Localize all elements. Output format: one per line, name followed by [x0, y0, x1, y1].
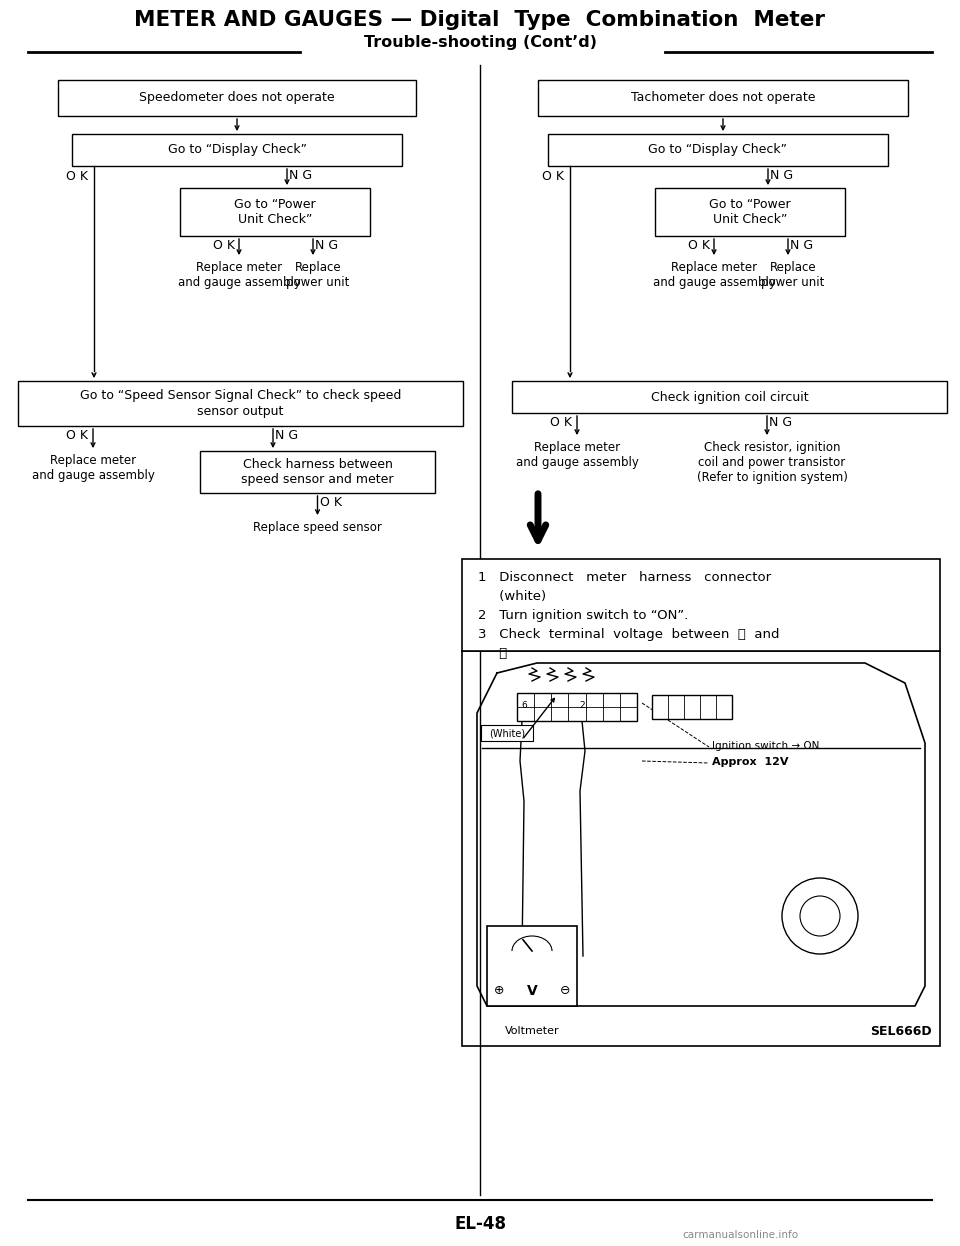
- FancyBboxPatch shape: [481, 725, 533, 741]
- Text: Replace speed sensor: Replace speed sensor: [253, 521, 382, 535]
- Bar: [462, 650, 940, 1045]
- Bar: [652, 695, 732, 719]
- Text: 2: 2: [579, 701, 585, 710]
- Text: O K: O K: [321, 496, 343, 510]
- Text: Speedometer does not operate: Speedometer does not operate: [139, 91, 335, 105]
- Text: N G: N G: [315, 239, 338, 252]
- Bar: [517, 693, 637, 721]
- Text: (white): (white): [478, 591, 546, 603]
- Bar: [655, 188, 845, 235]
- Text: Go to “Power
Unit Check”: Go to “Power Unit Check”: [709, 198, 791, 226]
- Bar: [200, 451, 435, 493]
- Text: 6: 6: [521, 701, 527, 710]
- Text: Go to “Display Check”: Go to “Display Check”: [649, 143, 787, 157]
- Text: Trouble-shooting (Cont’d): Trouble-shooting (Cont’d): [364, 35, 596, 50]
- Text: ⊖: ⊖: [560, 984, 570, 998]
- Text: carmanualsonline.info: carmanualsonline.info: [682, 1230, 798, 1240]
- Text: O K: O K: [688, 239, 710, 252]
- Text: N G: N G: [769, 416, 792, 429]
- Text: Go to “Display Check”: Go to “Display Check”: [167, 143, 306, 157]
- Text: O K: O K: [66, 429, 88, 442]
- Text: N G: N G: [289, 169, 312, 182]
- Bar: [538, 80, 908, 116]
- Text: 2   Turn ignition switch to “ON”.: 2 Turn ignition switch to “ON”.: [478, 609, 688, 622]
- Text: SEL666D: SEL666D: [871, 1025, 932, 1038]
- Text: O K: O K: [66, 169, 88, 183]
- Text: Check ignition coil circuit: Check ignition coil circuit: [651, 390, 808, 404]
- Text: (White): (White): [489, 728, 525, 738]
- Bar: [487, 926, 577, 1006]
- Bar: [548, 135, 888, 166]
- Text: ⊕: ⊕: [493, 984, 504, 998]
- Bar: [72, 135, 402, 166]
- Bar: [18, 381, 463, 426]
- Text: Replace meter
and gauge assembly: Replace meter and gauge assembly: [516, 441, 638, 468]
- Text: N G: N G: [770, 169, 793, 182]
- Text: 1   Disconnect   meter   harness   connector: 1 Disconnect meter harness connector: [478, 571, 771, 584]
- Text: N G: N G: [790, 239, 813, 252]
- Bar: [512, 381, 947, 412]
- Text: Replace
power unit: Replace power unit: [761, 260, 825, 289]
- Text: Ignition switch → ON: Ignition switch → ON: [712, 741, 820, 751]
- Text: EL-48: EL-48: [454, 1215, 506, 1234]
- Bar: [180, 188, 370, 235]
- Text: Tachometer does not operate: Tachometer does not operate: [631, 91, 815, 105]
- Text: Go to “Speed Sensor Signal Check” to check speed
sensor output: Go to “Speed Sensor Signal Check” to che…: [80, 390, 401, 417]
- Text: ⒡: ⒡: [478, 647, 507, 660]
- Text: Approx  12V: Approx 12V: [712, 758, 788, 768]
- Text: Replace meter
and gauge assembly: Replace meter and gauge assembly: [653, 260, 776, 289]
- Text: 3   Check  terminal  voltage  between  ⒣  and: 3 Check terminal voltage between ⒣ and: [478, 628, 780, 640]
- Text: Replace
power unit: Replace power unit: [286, 260, 349, 289]
- Text: Replace meter
and gauge assembly: Replace meter and gauge assembly: [178, 260, 300, 289]
- Text: O K: O K: [542, 169, 564, 183]
- Bar: [58, 80, 416, 116]
- Text: Check harness between
speed sensor and meter: Check harness between speed sensor and m…: [241, 459, 394, 486]
- Text: O K: O K: [550, 416, 572, 429]
- Text: METER AND GAUGES — Digital  Type  Combination  Meter: METER AND GAUGES — Digital Type Combinat…: [134, 10, 826, 30]
- Text: Check resistor, ignition
coil and power transistor
(Refer to ignition system): Check resistor, ignition coil and power …: [697, 441, 848, 483]
- Text: N G: N G: [275, 429, 299, 442]
- Text: Replace meter
and gauge assembly: Replace meter and gauge assembly: [32, 454, 155, 482]
- Text: O K: O K: [213, 239, 235, 252]
- Bar: [462, 559, 940, 650]
- Text: Go to “Power
Unit Check”: Go to “Power Unit Check”: [234, 198, 316, 226]
- Text: V: V: [527, 984, 538, 998]
- Text: Voltmeter: Voltmeter: [505, 1025, 560, 1035]
